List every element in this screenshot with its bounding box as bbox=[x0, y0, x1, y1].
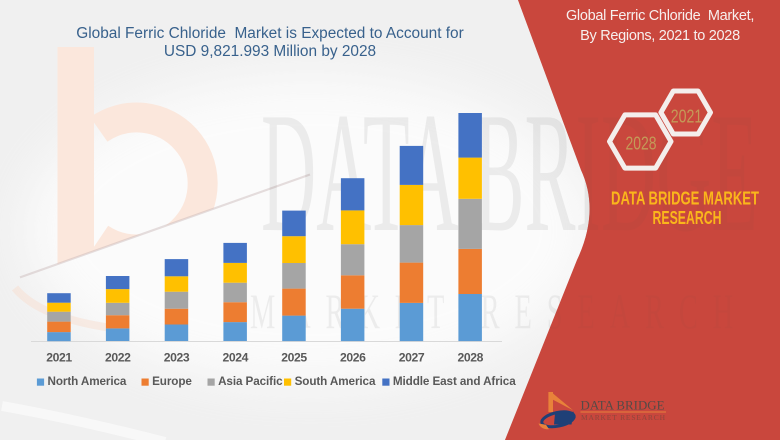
svg-text:2025: 2025 bbox=[281, 351, 307, 365]
svg-text:North America: North America bbox=[48, 375, 127, 388]
svg-text:2022: 2022 bbox=[105, 351, 131, 365]
svg-text:2024: 2024 bbox=[222, 351, 248, 365]
svg-text:Asia Pacific: Asia Pacific bbox=[218, 375, 283, 388]
svg-text:Middle East and Africa: Middle East and Africa bbox=[393, 375, 516, 388]
svg-text:RESEARCH: RESEARCH bbox=[653, 208, 722, 228]
svg-text:DATA BRIDGE: DATA BRIDGE bbox=[581, 398, 665, 413]
svg-text:2021: 2021 bbox=[46, 351, 72, 365]
svg-text:MARKET RESEARCH: MARKET RESEARCH bbox=[581, 413, 666, 422]
svg-text:2028: 2028 bbox=[626, 133, 657, 154]
svg-text:2027: 2027 bbox=[399, 351, 425, 365]
svg-text:2021: 2021 bbox=[671, 106, 703, 127]
svg-text:2026: 2026 bbox=[340, 351, 366, 365]
svg-text:2023: 2023 bbox=[164, 351, 190, 365]
svg-text:DATA BRIDGE MARKET: DATA BRIDGE MARKET bbox=[611, 189, 759, 209]
svg-text:South America: South America bbox=[295, 375, 376, 388]
svg-text:Europe: Europe bbox=[152, 375, 192, 388]
svg-text:2028: 2028 bbox=[457, 351, 483, 365]
